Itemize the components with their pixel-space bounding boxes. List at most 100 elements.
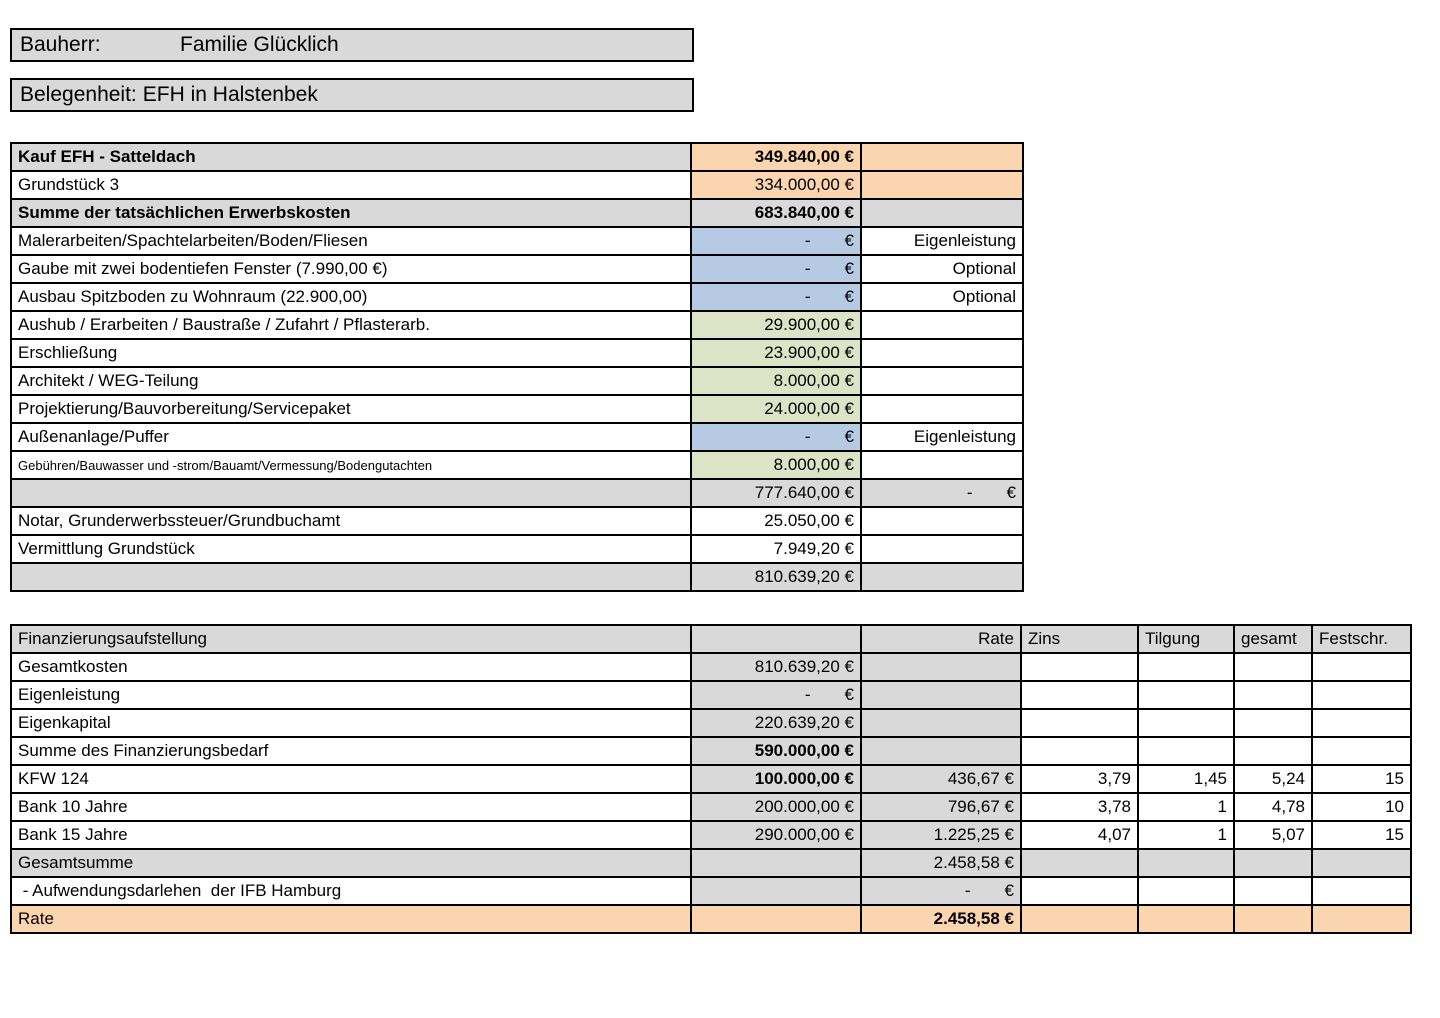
table-row: Malerarbeiten/Spachtelarbeiten/Boden/Fli… (10, 226, 1024, 256)
financing-rate: 2.458,58 € (860, 848, 1022, 878)
financing-tilgung (1137, 848, 1235, 878)
cost-value: 29.900,00 € (690, 310, 862, 340)
financing-rate: 1.225,25 € (860, 820, 1022, 850)
cost-note (860, 450, 1024, 480)
cost-value: 7.949,20 € (690, 534, 862, 564)
financing-tilgung (1137, 652, 1235, 682)
cost-note: Optional (860, 282, 1024, 312)
financing-rate: 2.458,58 € (860, 904, 1022, 934)
cost-label: Vermittlung Grundstück (10, 534, 692, 564)
financing-zins: 3,79 (1020, 764, 1139, 794)
financing-amount: 220.639,20 € (690, 708, 862, 738)
table-row: Summe des Finanzierungsbedarf 590.000,00… (10, 736, 1412, 766)
costs-table: Kauf EFH - Satteldach 349.840,00 € Grund… (10, 142, 1024, 592)
financing-festschr (1311, 904, 1412, 934)
financing-amount (690, 848, 862, 878)
table-row: Grundstück 3 334.000,00 € (10, 170, 1024, 200)
cost-label: Grundstück 3 (10, 170, 692, 200)
financing-gesamt (1233, 904, 1313, 934)
column-header-festschr: Festschr. (1311, 624, 1412, 654)
cost-value: 8.000,00 € (690, 366, 862, 396)
financing-zins (1020, 652, 1139, 682)
cost-note (860, 506, 1024, 536)
table-row: Gaube mit zwei bodentiefen Fenster (7.99… (10, 254, 1024, 284)
cost-value: 334.000,00 € (690, 170, 862, 200)
financing-label: Summe des Finanzierungsbedarf (10, 736, 692, 766)
cost-label: Gaube mit zwei bodentiefen Fenster (7.99… (10, 254, 692, 284)
cost-value: - € (690, 226, 862, 256)
bauherr-label: Bauherr: (20, 33, 101, 56)
cost-label: Gebühren/Bauwasser und -strom/Bauamt/Ver… (10, 450, 692, 480)
financing-rate: 796,67 € (860, 792, 1022, 822)
financing-zins (1020, 904, 1139, 934)
table-row: 810.639,20 € (10, 562, 1024, 592)
cost-label (10, 562, 692, 592)
financing-zins (1020, 680, 1139, 710)
table-row: 777.640,00 € - € (10, 478, 1024, 508)
table-row: Ausbau Spitzboden zu Wohnraum (22.900,00… (10, 282, 1024, 312)
financing-festschr (1311, 876, 1412, 906)
table-row: Gesamtkosten 810.639,20 € (10, 652, 1412, 682)
table-row: Rate 2.458,58 € (10, 904, 1412, 934)
cost-value: 25.050,00 € (690, 506, 862, 536)
table-row: Gesamtsumme 2.458,58 € (10, 848, 1412, 878)
bauherr-box: Bauherr: Familie Glücklich (10, 28, 694, 62)
table-row: Gebühren/Bauwasser und -strom/Bauamt/Ver… (10, 450, 1024, 480)
financing-zins (1020, 736, 1139, 766)
cost-label (10, 478, 692, 508)
belegenheit-label: Belegenheit: (20, 83, 137, 106)
financing-rate: 436,67 € (860, 764, 1022, 794)
cost-value: - € (690, 282, 862, 312)
financing-label: KFW 124 (10, 764, 692, 794)
financing-tilgung (1137, 736, 1235, 766)
table-row: Eigenkapital 220.639,20 € (10, 708, 1412, 738)
spreadsheet-page: Bauherr: Familie Glücklich Belegenheit: EF… (10, 28, 1412, 934)
financing-zins (1020, 848, 1139, 878)
cost-label: Aushub / Erarbeiten / Baustraße / Zufahr… (10, 310, 692, 340)
financing-header-empty (690, 624, 862, 654)
financing-gesamt (1233, 652, 1313, 682)
cost-label: Kauf EFH - Satteldach (10, 142, 692, 172)
financing-zins (1020, 876, 1139, 906)
financing-label: Bank 15 Jahre (10, 820, 692, 850)
financing-festschr: 15 (1311, 820, 1412, 850)
financing-festschr: 15 (1311, 764, 1412, 794)
cost-value: 683.840,00 € (690, 198, 862, 228)
table-row: Kauf EFH - Satteldach 349.840,00 € (10, 142, 1024, 172)
column-header-tilgung: Tilgung (1137, 624, 1235, 654)
column-header-rate: Rate (860, 624, 1022, 654)
cost-label: Außenanlage/Puffer (10, 422, 692, 452)
financing-amount (690, 876, 862, 906)
cost-note: - € (860, 478, 1024, 508)
financing-amount: 810.639,20 € (690, 652, 862, 682)
table-row: Vermittlung Grundstück 7.949,20 € (10, 534, 1024, 564)
financing-gesamt (1233, 680, 1313, 710)
cost-note (860, 394, 1024, 424)
financing-festschr: 10 (1311, 792, 1412, 822)
belegenheit-box: Belegenheit: EFH in Halstenbek (10, 78, 694, 112)
financing-gesamt (1233, 876, 1313, 906)
financing-rate: - € (860, 876, 1022, 906)
financing-tilgung: 1,45 (1137, 764, 1235, 794)
cost-label: Malerarbeiten/Spachtelarbeiten/Boden/Fli… (10, 226, 692, 256)
cost-note (860, 142, 1024, 172)
cost-label: Erschließung (10, 338, 692, 368)
financing-gesamt: 4,78 (1233, 792, 1313, 822)
cost-note: Eigenleistung (860, 226, 1024, 256)
table-row: KFW 124 100.000,00 € 436,67 € 3,79 1,45 … (10, 764, 1412, 794)
table-row: Außenanlage/Puffer - € Eigenleistung (10, 422, 1024, 452)
cost-value: 23.900,00 € (690, 338, 862, 368)
financing-amount: 100.000,00 € (690, 764, 862, 794)
financing-festschr (1311, 736, 1412, 766)
cost-note (860, 534, 1024, 564)
belegenheit-value: EFH in Halstenbek (142, 83, 318, 106)
cost-note (860, 310, 1024, 340)
financing-tilgung: 1 (1137, 820, 1235, 850)
financing-label: Eigenleistung (10, 680, 692, 710)
table-row: Notar, Grunderwerbssteuer/Grundbuchamt 2… (10, 506, 1024, 536)
financing-tilgung (1137, 708, 1235, 738)
cost-label: Ausbau Spitzboden zu Wohnraum (22.900,00… (10, 282, 692, 312)
financing-label: - Aufwendungsdarlehen der IFB Hamburg (10, 876, 692, 906)
financing-gesamt (1233, 708, 1313, 738)
financing-rate (860, 736, 1022, 766)
